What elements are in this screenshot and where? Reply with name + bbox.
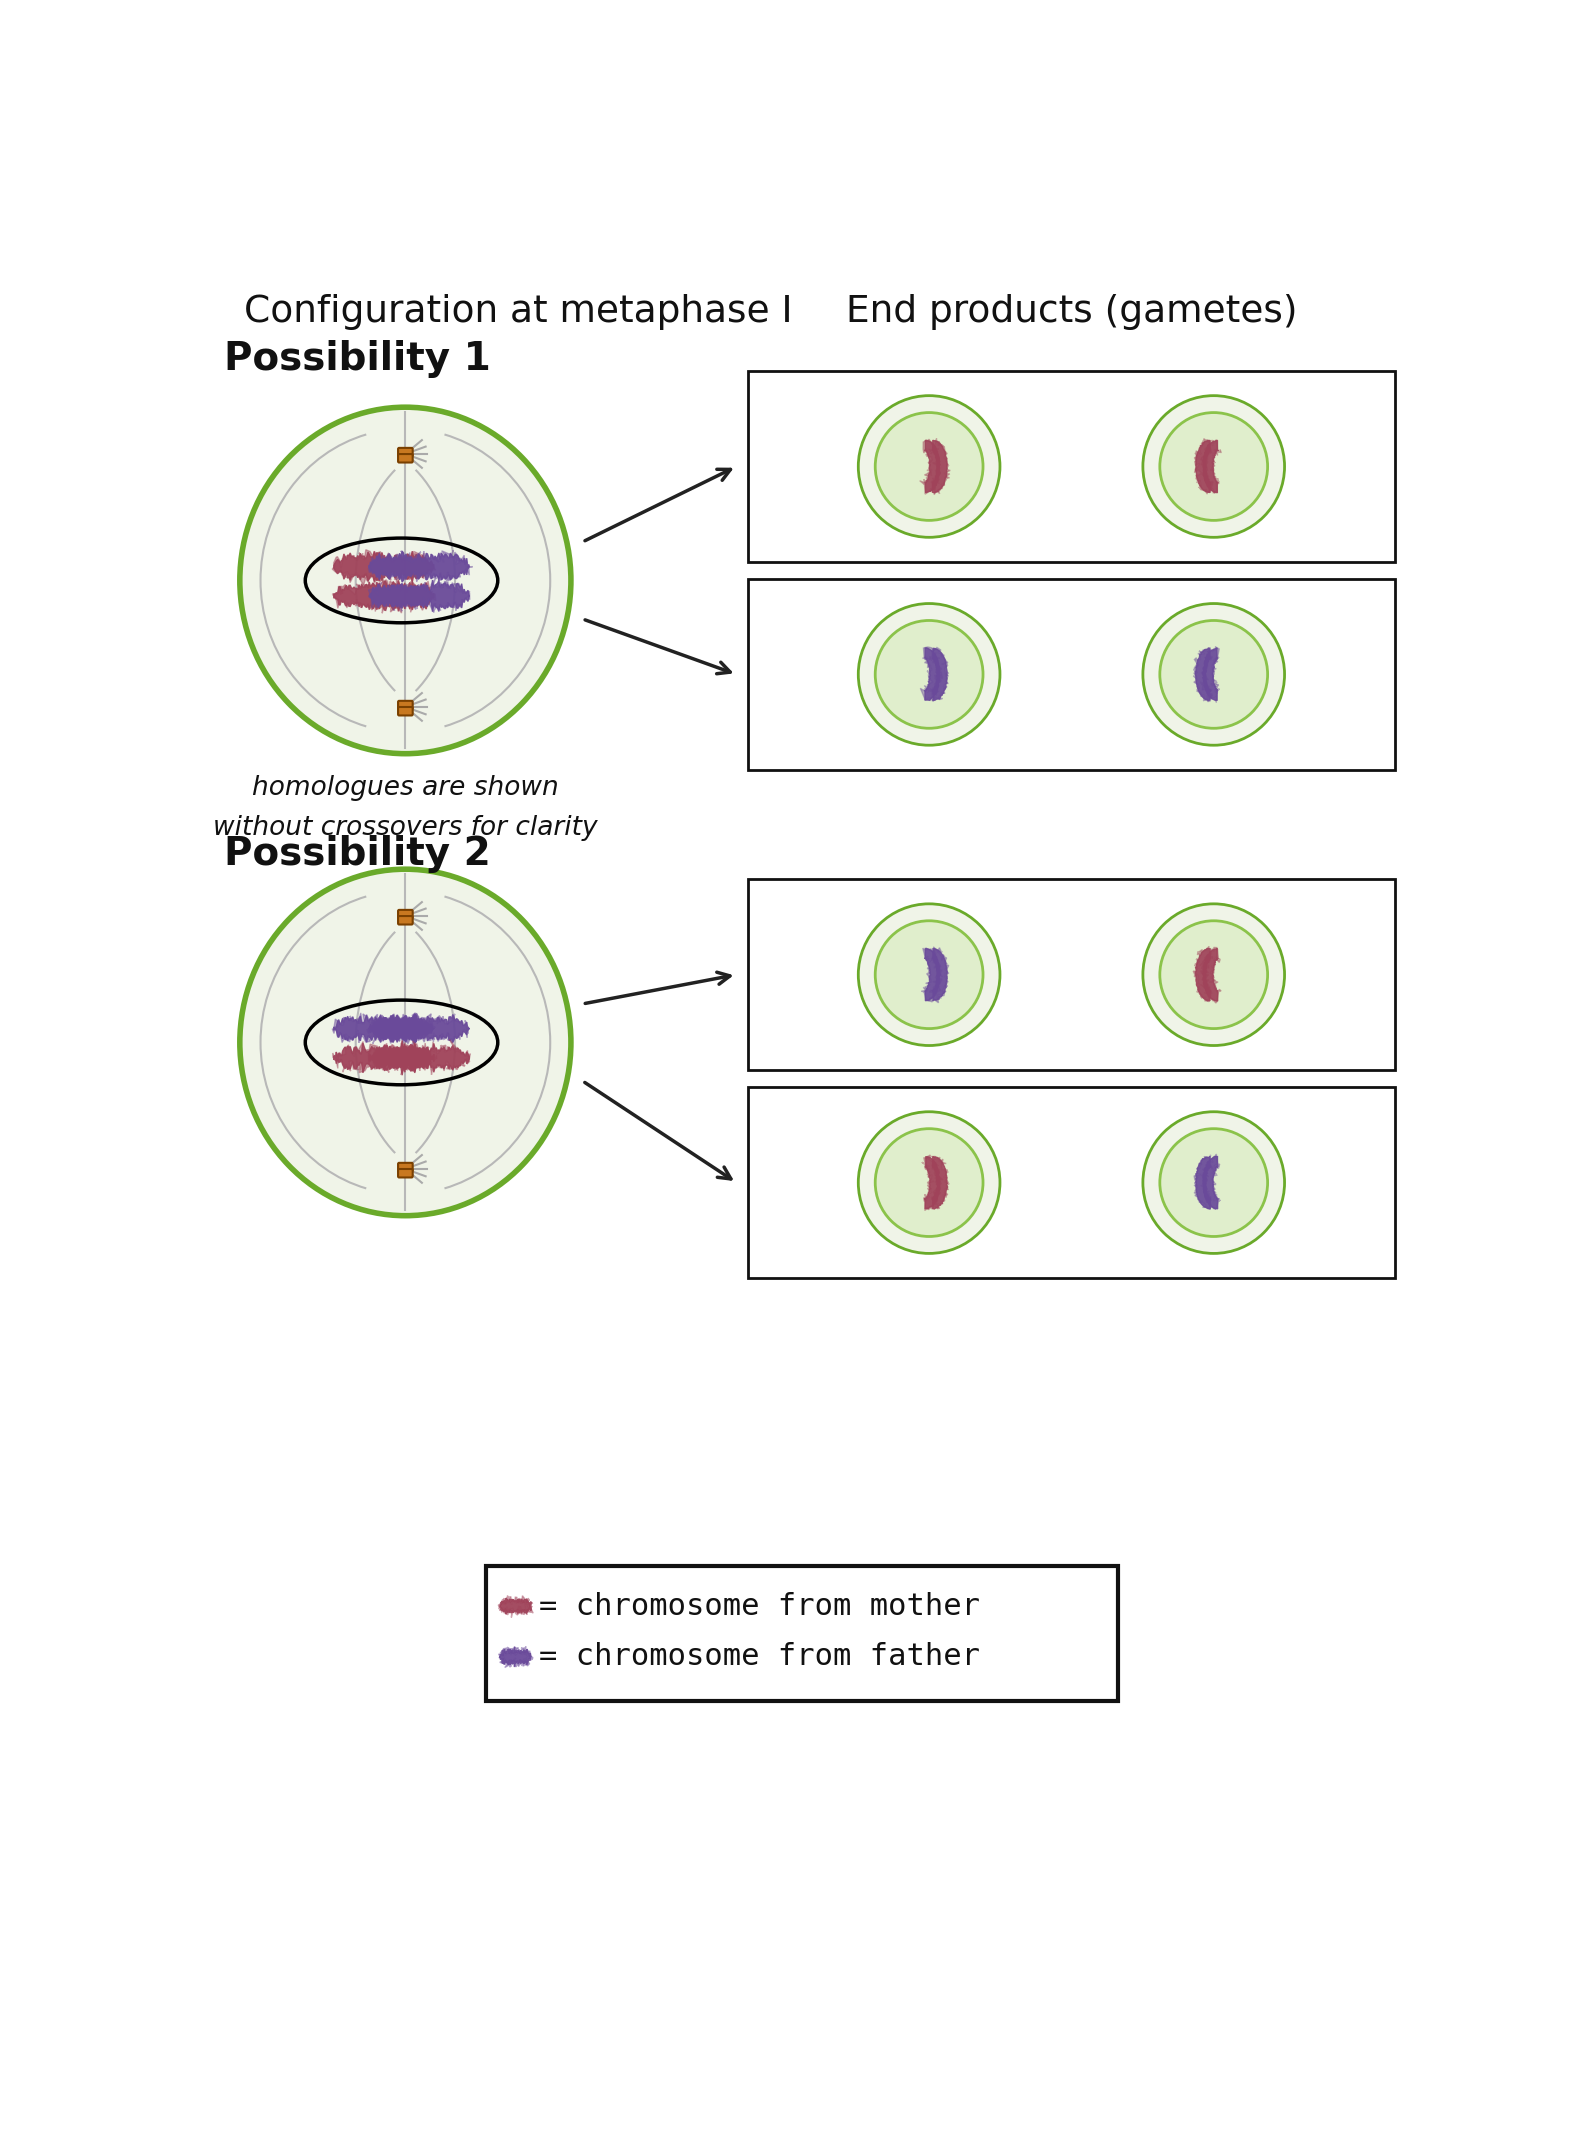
Polygon shape bbox=[925, 1157, 940, 1208]
Polygon shape bbox=[1194, 1155, 1213, 1210]
Circle shape bbox=[1143, 604, 1285, 745]
Polygon shape bbox=[922, 949, 943, 1002]
Circle shape bbox=[875, 1129, 984, 1236]
Polygon shape bbox=[366, 1013, 469, 1045]
Polygon shape bbox=[925, 647, 940, 700]
FancyBboxPatch shape bbox=[398, 917, 412, 925]
Polygon shape bbox=[925, 949, 941, 1000]
Polygon shape bbox=[932, 649, 947, 700]
Polygon shape bbox=[1203, 441, 1219, 493]
Polygon shape bbox=[922, 1155, 943, 1210]
Polygon shape bbox=[1202, 1155, 1221, 1208]
FancyBboxPatch shape bbox=[398, 707, 412, 715]
Text: homologues are shown
without crossovers for clarity: homologues are shown without crossovers … bbox=[213, 775, 598, 842]
Polygon shape bbox=[1194, 439, 1213, 495]
Polygon shape bbox=[369, 1043, 469, 1073]
Polygon shape bbox=[333, 1015, 434, 1043]
Ellipse shape bbox=[240, 407, 572, 754]
Polygon shape bbox=[925, 441, 940, 493]
Polygon shape bbox=[368, 550, 472, 583]
Polygon shape bbox=[1200, 439, 1221, 493]
Polygon shape bbox=[930, 947, 949, 1002]
Polygon shape bbox=[333, 550, 434, 583]
Polygon shape bbox=[932, 1157, 949, 1208]
FancyBboxPatch shape bbox=[398, 910, 412, 919]
Polygon shape bbox=[499, 1596, 534, 1617]
Polygon shape bbox=[1194, 649, 1213, 703]
Text: = chromosome from mother: = chromosome from mother bbox=[538, 1592, 979, 1621]
Text: Configuration at metaphase I: Configuration at metaphase I bbox=[243, 293, 793, 330]
Circle shape bbox=[875, 921, 984, 1028]
Polygon shape bbox=[332, 1013, 436, 1043]
Polygon shape bbox=[1203, 1157, 1219, 1208]
Polygon shape bbox=[1200, 647, 1219, 703]
Circle shape bbox=[875, 621, 984, 728]
Circle shape bbox=[1143, 904, 1285, 1045]
Polygon shape bbox=[1195, 949, 1211, 1000]
Polygon shape bbox=[368, 1039, 471, 1075]
Polygon shape bbox=[1195, 1157, 1211, 1208]
Polygon shape bbox=[499, 1647, 534, 1666]
Polygon shape bbox=[932, 441, 947, 493]
Bar bbox=[748, 578, 1394, 769]
Circle shape bbox=[859, 1112, 1000, 1253]
Circle shape bbox=[1161, 921, 1268, 1028]
Polygon shape bbox=[1195, 649, 1211, 700]
Text: End products (gametes): End products (gametes) bbox=[846, 293, 1298, 330]
FancyBboxPatch shape bbox=[398, 1170, 412, 1178]
Circle shape bbox=[1161, 413, 1268, 521]
Polygon shape bbox=[501, 1598, 531, 1615]
Polygon shape bbox=[332, 550, 436, 585]
Polygon shape bbox=[1195, 441, 1210, 493]
Bar bbox=[748, 878, 1394, 1071]
Polygon shape bbox=[1203, 647, 1217, 700]
Polygon shape bbox=[1194, 947, 1213, 1002]
Text: Possibility 2: Possibility 2 bbox=[224, 835, 491, 872]
Polygon shape bbox=[1200, 947, 1221, 1002]
Polygon shape bbox=[333, 578, 436, 613]
Circle shape bbox=[859, 904, 1000, 1045]
Polygon shape bbox=[369, 1013, 469, 1043]
Bar bbox=[486, 1566, 1118, 1701]
FancyBboxPatch shape bbox=[398, 454, 412, 463]
Polygon shape bbox=[928, 647, 949, 700]
FancyBboxPatch shape bbox=[398, 448, 412, 456]
Circle shape bbox=[875, 413, 984, 521]
Polygon shape bbox=[333, 1041, 437, 1075]
Polygon shape bbox=[369, 550, 469, 583]
Circle shape bbox=[859, 396, 1000, 538]
Polygon shape bbox=[369, 580, 469, 613]
Polygon shape bbox=[368, 578, 471, 613]
Polygon shape bbox=[501, 1647, 531, 1666]
Polygon shape bbox=[932, 949, 947, 1000]
Circle shape bbox=[1161, 1129, 1268, 1236]
Polygon shape bbox=[333, 1041, 434, 1075]
FancyBboxPatch shape bbox=[398, 700, 412, 709]
Bar bbox=[748, 1088, 1394, 1279]
Circle shape bbox=[1143, 1112, 1285, 1253]
Polygon shape bbox=[919, 439, 941, 495]
Text: = chromosome from father: = chromosome from father bbox=[538, 1643, 979, 1671]
Circle shape bbox=[1161, 621, 1268, 728]
Text: Possibility 1: Possibility 1 bbox=[224, 341, 491, 379]
Circle shape bbox=[859, 604, 1000, 745]
Circle shape bbox=[1143, 396, 1285, 538]
Ellipse shape bbox=[240, 870, 572, 1217]
Polygon shape bbox=[1203, 949, 1217, 1000]
Polygon shape bbox=[333, 580, 434, 610]
Polygon shape bbox=[921, 647, 943, 700]
Polygon shape bbox=[930, 439, 951, 495]
Polygon shape bbox=[932, 1157, 947, 1208]
Bar bbox=[748, 371, 1394, 561]
FancyBboxPatch shape bbox=[398, 1163, 412, 1172]
